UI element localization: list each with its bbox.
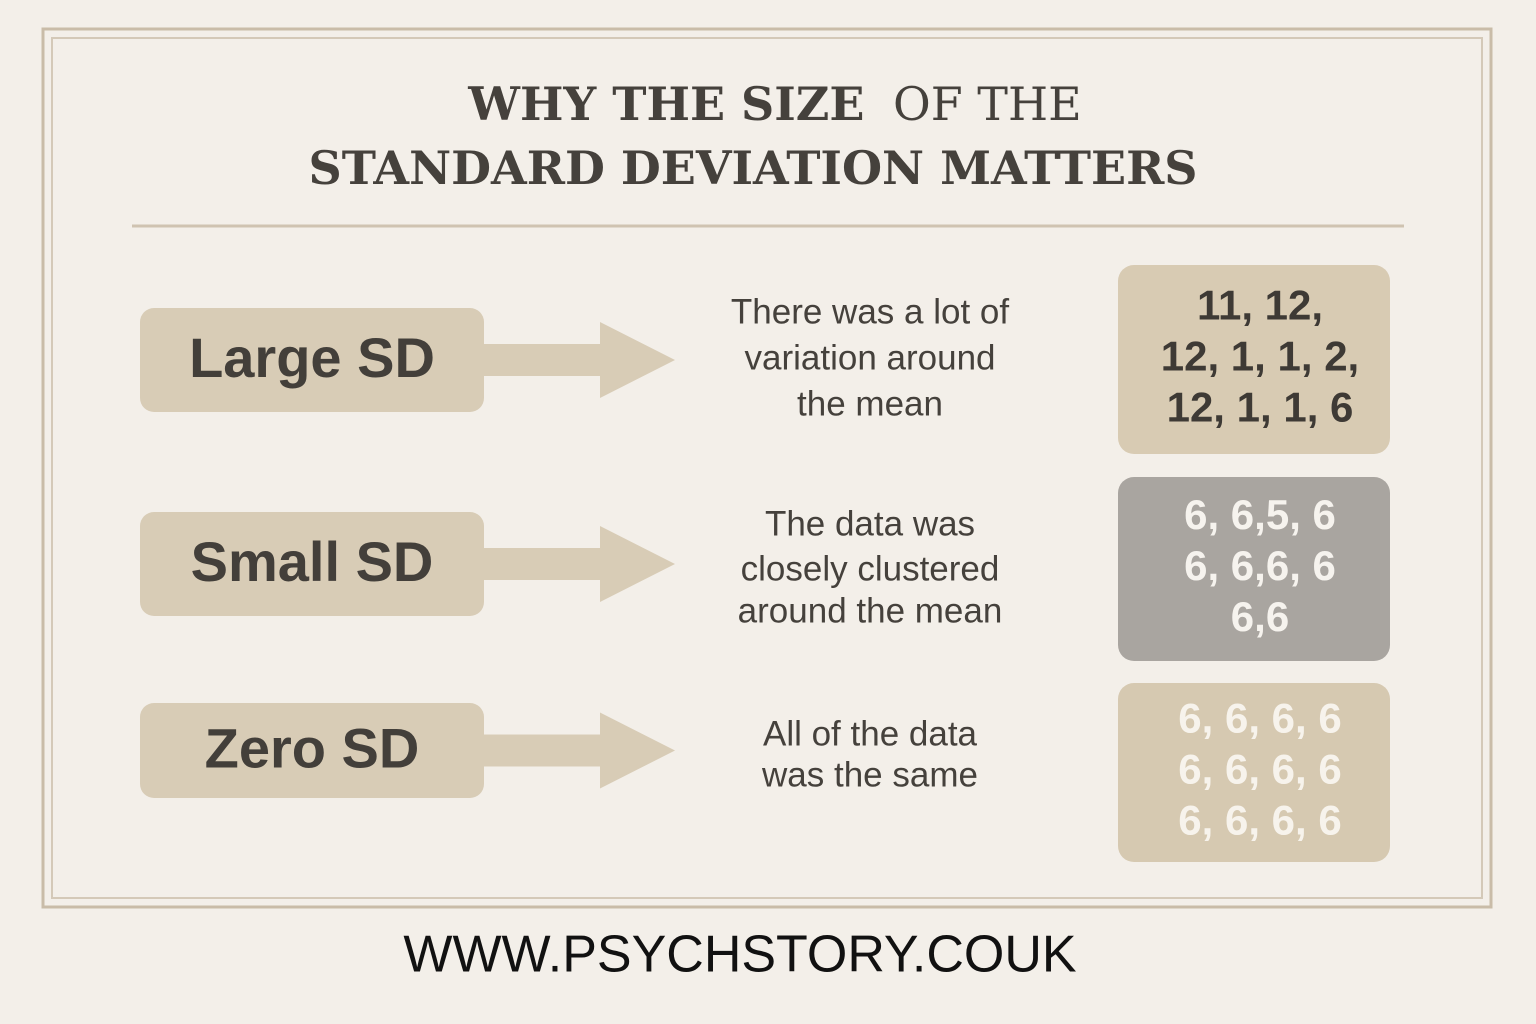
row-description: closely clustered — [741, 549, 1000, 588]
row-description: variation around — [745, 338, 996, 377]
data-values: 6,6 — [1231, 593, 1289, 640]
footer-url: WWW.PSYCHSTORY.COUK — [403, 926, 1077, 984]
row-description: was the same — [761, 755, 978, 794]
row-description: All of the data — [763, 714, 978, 753]
data-values: 6, 6,5, 6 — [1184, 491, 1336, 538]
data-values: 6, 6, 6, 6 — [1178, 746, 1341, 793]
inner-frame — [51, 37, 1483, 899]
data-box — [1118, 683, 1390, 862]
title-line-1: WHY THE SIZE OF THE — [467, 77, 1081, 131]
row-description: There was a lot of — [731, 292, 1009, 331]
data-values: 6, 6, 6, 6 — [1178, 797, 1341, 844]
title-light: OF THE — [893, 77, 1082, 131]
data-box — [1118, 477, 1390, 661]
row-label: Small SD — [191, 530, 434, 593]
title-bold: WHY THE SIZE — [467, 77, 864, 131]
arrow — [484, 322, 675, 398]
title-line-2: STANDARD DEVIATION MATTERS — [308, 141, 1197, 195]
data-values: 11, 12, — [1197, 282, 1323, 329]
data-box — [1118, 265, 1390, 454]
arrow — [484, 712, 675, 789]
data-values: 12, 1, 1, 6 — [1167, 384, 1354, 431]
row-description: The data was — [765, 504, 975, 543]
row-description: around the mean — [738, 591, 1003, 630]
arrow — [484, 526, 675, 602]
row-description: the mean — [797, 384, 943, 423]
label-box — [140, 703, 484, 798]
label-box — [140, 308, 484, 412]
row-label: Zero SD — [205, 716, 420, 779]
outer-frame — [41, 27, 1493, 909]
label-box — [140, 512, 484, 616]
data-values: 12, 1, 1, 2, — [1161, 333, 1359, 380]
data-values: 6, 6, 6, 6 — [1178, 695, 1341, 742]
row-label: Large SD — [189, 326, 435, 389]
data-values: 6, 6,6, 6 — [1184, 542, 1336, 589]
